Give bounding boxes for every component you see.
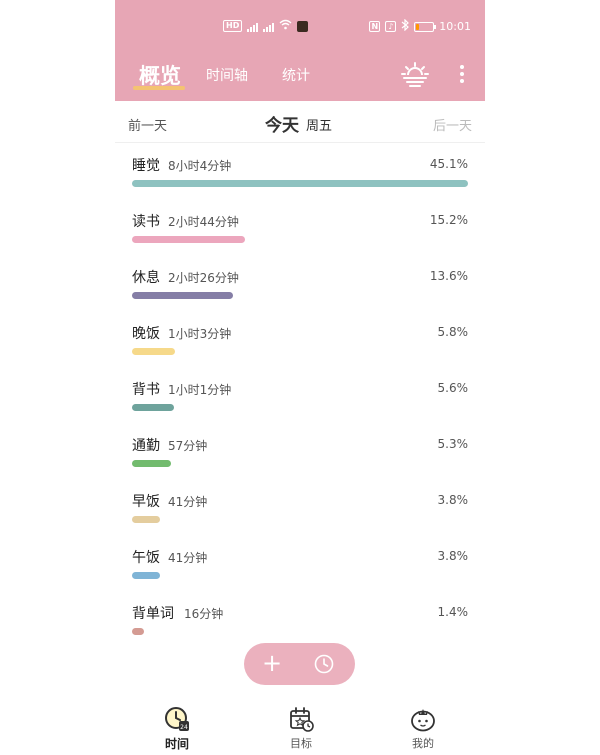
- activity-row[interactable]: 午饭 41分钟 3.8%: [115, 535, 485, 591]
- phone-screen: HD N ♪ 10:01 概览 时间轴 统计: [115, 0, 485, 755]
- activity-bar: [132, 292, 233, 299]
- activity-percent: 13.6%: [429, 269, 468, 283]
- activity-bar: [132, 572, 160, 579]
- activity-duration: 16分钟: [184, 607, 224, 621]
- day-navigator: 前一天 今天 周五 后一天: [115, 101, 485, 143]
- nav-time-label: 时间: [164, 737, 189, 751]
- battery-icon: [414, 21, 437, 32]
- activity-name: 午饭: [132, 550, 160, 566]
- wifi-icon: [279, 19, 292, 33]
- activity-duration: 57分钟: [168, 439, 208, 453]
- activity-duration: 1小时1分钟: [168, 383, 232, 397]
- action-pill: +: [244, 643, 355, 685]
- nfc-icon: N: [369, 21, 381, 32]
- activity-bar: [132, 404, 174, 411]
- activity-name: 睡觉: [132, 158, 160, 174]
- activity-name: 读书: [132, 214, 160, 230]
- clock-button[interactable]: [314, 654, 334, 674]
- activity-percent: 3.8%: [437, 493, 469, 507]
- bluetooth-icon: [401, 18, 410, 34]
- app-notification-icon: [297, 20, 309, 32]
- activity-row[interactable]: 读书 2小时44分钟 15.2%: [115, 199, 485, 255]
- activity-percent: 15.2%: [429, 213, 468, 227]
- activity-bar: [132, 460, 171, 467]
- nav-time-badge: 24: [180, 724, 188, 731]
- activity-percent: 5.8%: [437, 325, 469, 339]
- battery-level: [416, 23, 420, 30]
- today-label: 今天: [265, 116, 299, 136]
- nav-goal[interactable]: 目标: [271, 706, 331, 751]
- status-time: 10:01: [439, 20, 471, 33]
- activity-percent: 1.4%: [437, 605, 469, 619]
- tab-overview[interactable]: 概览: [139, 64, 181, 88]
- bottom-nav: 24 时间 目标 我的: [115, 700, 485, 755]
- status-bar: HD N ♪ 10:01: [115, 0, 485, 48]
- nav-mine[interactable]: 我的: [393, 706, 453, 751]
- activity-percent: 5.3%: [437, 437, 469, 451]
- nav-mine-label: 我的: [412, 737, 434, 750]
- activity-percent: 3.8%: [437, 549, 469, 563]
- nav-time[interactable]: 24 时间: [147, 706, 207, 752]
- activity-row[interactable]: 晚饭 1小时3分钟 5.8%: [115, 311, 485, 367]
- activity-bar: [132, 348, 175, 355]
- vibrate-icon: ♪: [385, 21, 397, 32]
- activity-duration: 1小时3分钟: [168, 327, 232, 341]
- activity-percent: 45.1%: [429, 157, 468, 171]
- activity-duration: 2小时44分钟: [168, 215, 239, 229]
- activity-row[interactable]: 睡觉 8小时4分钟 45.1%: [115, 143, 485, 199]
- activity-bar: [132, 628, 144, 635]
- activity-bar: [132, 516, 160, 523]
- activity-row[interactable]: 背书 1小时1分钟 5.6%: [115, 367, 485, 423]
- activity-duration: 2小时26分钟: [168, 271, 239, 285]
- app-header: HD N ♪ 10:01 概览 时间轴 统计: [115, 0, 485, 101]
- tab-overview-underline: [133, 86, 185, 90]
- status-right: N ♪ 10:01: [369, 18, 471, 34]
- activity-row[interactable]: 早饭 41分钟 3.8%: [115, 479, 485, 535]
- activity-name: 晚饭: [132, 326, 160, 342]
- activity-row[interactable]: 休息 2小时26分钟 13.6%: [115, 255, 485, 311]
- activity-row[interactable]: 通勤 57分钟 5.3%: [115, 423, 485, 479]
- clock-calendar-icon: 24: [165, 707, 189, 731]
- tab-timeline[interactable]: 时间轴: [206, 68, 248, 84]
- activity-duration: 41分钟: [168, 495, 208, 509]
- status-left: HD: [223, 19, 309, 33]
- sunrise-icon[interactable]: [401, 61, 429, 87]
- nav-goal-label: 目标: [290, 737, 312, 750]
- signal-icon-2: [263, 21, 275, 32]
- more-icon[interactable]: [455, 64, 469, 84]
- next-day-button[interactable]: 后一天: [432, 119, 472, 134]
- signal-icon: [247, 21, 259, 32]
- activity-name: 背书: [132, 382, 160, 398]
- top-tabs: 概览 时间轴 统计: [115, 54, 485, 94]
- activity-name: 早饭: [132, 494, 160, 510]
- tab-statistics[interactable]: 统计: [282, 68, 310, 84]
- activity-name: 通勤: [132, 438, 160, 454]
- add-button[interactable]: +: [262, 649, 283, 677]
- calendar-target-icon: [290, 707, 314, 732]
- activity-percent: 5.6%: [437, 381, 469, 395]
- activity-duration: 41分钟: [168, 551, 208, 565]
- activity-row[interactable]: 背单词 16分钟 1.4%: [115, 591, 485, 647]
- tomato-icon: [411, 709, 435, 732]
- activity-duration: 8小时4分钟: [168, 159, 232, 173]
- weekday-label: 周五: [306, 119, 333, 134]
- activity-name: 背单词: [132, 606, 174, 622]
- activity-bar: [132, 236, 245, 243]
- activity-bar: [132, 180, 468, 187]
- network-badge: HD: [223, 20, 243, 32]
- prev-day-button[interactable]: 前一天: [128, 119, 168, 134]
- activity-name: 休息: [132, 270, 160, 286]
